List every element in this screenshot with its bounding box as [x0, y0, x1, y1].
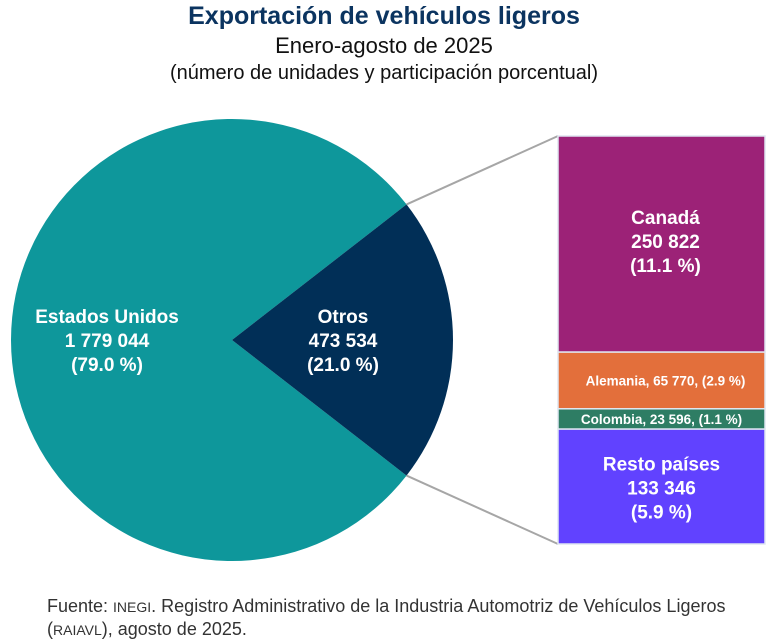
- source-date: ), agosto de 2025.: [101, 619, 247, 639]
- label-canada-pct: (11.1 %): [630, 256, 701, 277]
- source-prefix: Fuente:: [47, 596, 114, 616]
- bar-segment-alemania: [557, 351, 766, 410]
- label-otros-pct: (21.0 %): [307, 355, 379, 376]
- connector-line-top: [406, 135, 559, 206]
- label-alemania: Alemania, 65 770, (2.9 %): [586, 373, 746, 388]
- pie-of-bar-chart: Estados Unidos 1 779 044 (79.0 %) Otros 473 …: [11, 118, 766, 561]
- label-canada-value: 250 822: [631, 232, 700, 253]
- source-org: INEGI: [113, 599, 152, 615]
- label-estados-unidos-value: 1 779 044: [65, 331, 150, 352]
- label-otros-value: 473 534: [309, 331, 378, 352]
- chart-subtitle: Enero-agosto de 2025: [275, 33, 493, 58]
- bar-segment-canad-: [557, 135, 766, 353]
- label-resto-name: Resto países: [603, 455, 720, 476]
- label-estados-unidos-pct: (79.0 %): [71, 355, 143, 376]
- pie-slice-otros: [232, 204, 453, 476]
- label-resto-value: 133 346: [627, 479, 696, 500]
- source-text: . Registro Administrativo de la Industri…: [47, 596, 726, 639]
- pie-slice-estados-unidos: [11, 118, 407, 561]
- bar-segment-resto-pa-ses: [557, 428, 766, 545]
- label-resto-pct: (5.9 %): [631, 503, 692, 524]
- label-estados-unidos-name: Estados Unidos: [35, 307, 179, 328]
- source-abbr: RAIAVL: [53, 622, 102, 638]
- connector-line-bottom: [406, 474, 559, 545]
- label-otros-name: Otros: [318, 307, 369, 328]
- label-canada-name: Canadá: [631, 208, 700, 229]
- label-colombia: Colombia, 23 596, (1.1 %): [581, 412, 742, 427]
- chart-title: Exportación de vehículos ligeros: [188, 2, 580, 30]
- source-note: Fuente: INEGI. Registro Administrativo d…: [47, 595, 767, 641]
- chart-subtitle-units: (número de unidades y participación porc…: [169, 62, 599, 84]
